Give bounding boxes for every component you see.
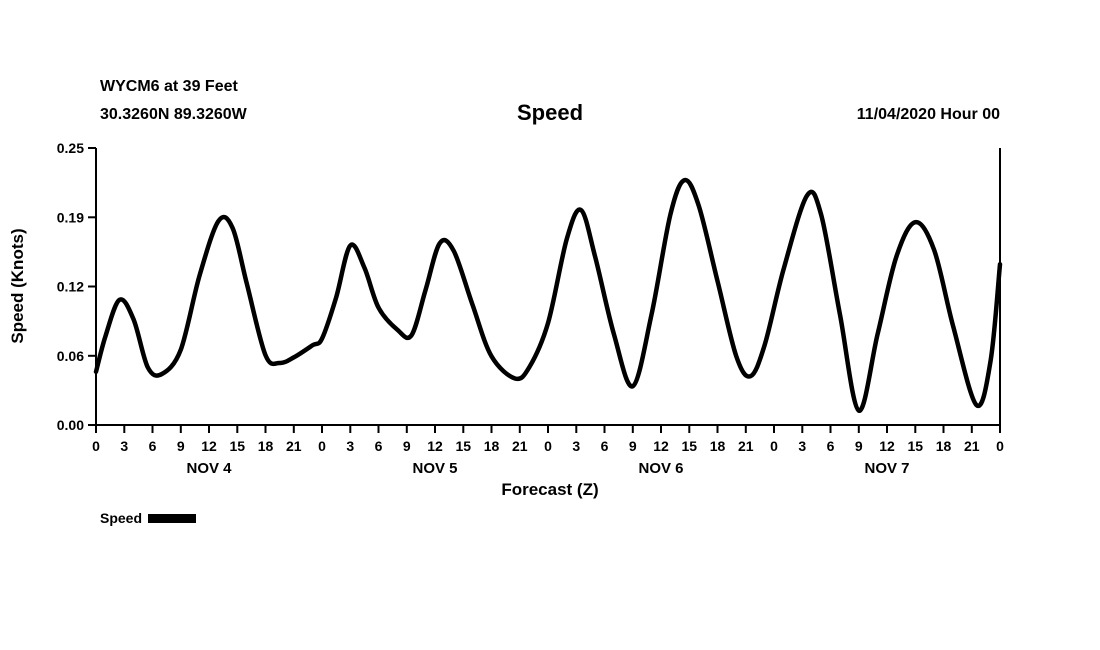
y-tick-label: 0.19 — [57, 209, 84, 225]
x-tick-label: 15 — [456, 438, 472, 454]
x-tick-label: 3 — [346, 438, 354, 454]
x-tick-label: 15 — [230, 438, 246, 454]
x-tick-label: 9 — [855, 438, 863, 454]
x-tick-label: 6 — [375, 438, 383, 454]
y-axis-title: Speed (Knots) — [8, 228, 27, 344]
x-tick-label: 6 — [601, 438, 609, 454]
x-day-label: NOV 4 — [186, 460, 232, 477]
x-tick-label: 0 — [544, 438, 552, 454]
x-tick-label: 18 — [258, 438, 274, 454]
x-day-label: NOV 6 — [638, 460, 683, 477]
x-tick-label: 12 — [879, 438, 895, 454]
speed-line — [93, 177, 1003, 413]
x-tick-label: 18 — [710, 438, 726, 454]
x-tick-label: 9 — [629, 438, 637, 454]
x-tick-label: 21 — [964, 438, 980, 454]
x-day-label: NOV 7 — [864, 460, 909, 477]
legend: Speed — [100, 510, 197, 526]
x-tick-label: 12 — [653, 438, 669, 454]
legend-label: Speed — [100, 510, 143, 526]
x-tick-label: 0 — [996, 438, 1004, 454]
x-tick-label: 3 — [798, 438, 806, 454]
axis-frame — [95, 148, 1001, 426]
chart-title: Speed — [516, 100, 584, 125]
x-tick-label: 18 — [484, 438, 500, 454]
station-coordinates: 30.3260N 89.3260W — [100, 106, 247, 123]
x-tick-label: 15 — [908, 438, 924, 454]
x-tick-label: 3 — [572, 438, 580, 454]
x-tick-label: 6 — [827, 438, 835, 454]
forecast-datetime: 11/04/2020 Hour 00 — [856, 106, 1000, 123]
x-tick-label: 21 — [286, 438, 302, 454]
y-tick-label: 0.06 — [57, 348, 84, 364]
x-tick-label: 12 — [427, 438, 443, 454]
legend-line-swatch — [148, 513, 197, 523]
x-tick-label: 9 — [403, 438, 411, 454]
x-tick-label: 21 — [738, 438, 754, 454]
x-tick-label: 6 — [149, 438, 157, 454]
y-tick-label: 0.25 — [57, 140, 84, 156]
x-tick-label: 3 — [120, 438, 128, 454]
x-day-label: NOV 5 — [412, 460, 457, 477]
x-axis-title: Forecast (Z) — [501, 480, 599, 499]
y-tick-label: 0.12 — [57, 279, 84, 295]
x-tick-label: 9 — [177, 438, 185, 454]
x-tick-label: 0 — [318, 438, 326, 454]
station-name: WYCM6 at 39 Feet — [100, 78, 238, 95]
x-tick-label: 18 — [936, 438, 952, 454]
x-tick-label: 12 — [201, 438, 217, 454]
x-tick-label: 15 — [682, 438, 698, 454]
y-tick-label: 0.00 — [57, 417, 84, 433]
x-tick-label: 0 — [770, 438, 778, 454]
x-tick-label: 21 — [512, 438, 528, 454]
x-tick-label: 0 — [92, 438, 100, 454]
